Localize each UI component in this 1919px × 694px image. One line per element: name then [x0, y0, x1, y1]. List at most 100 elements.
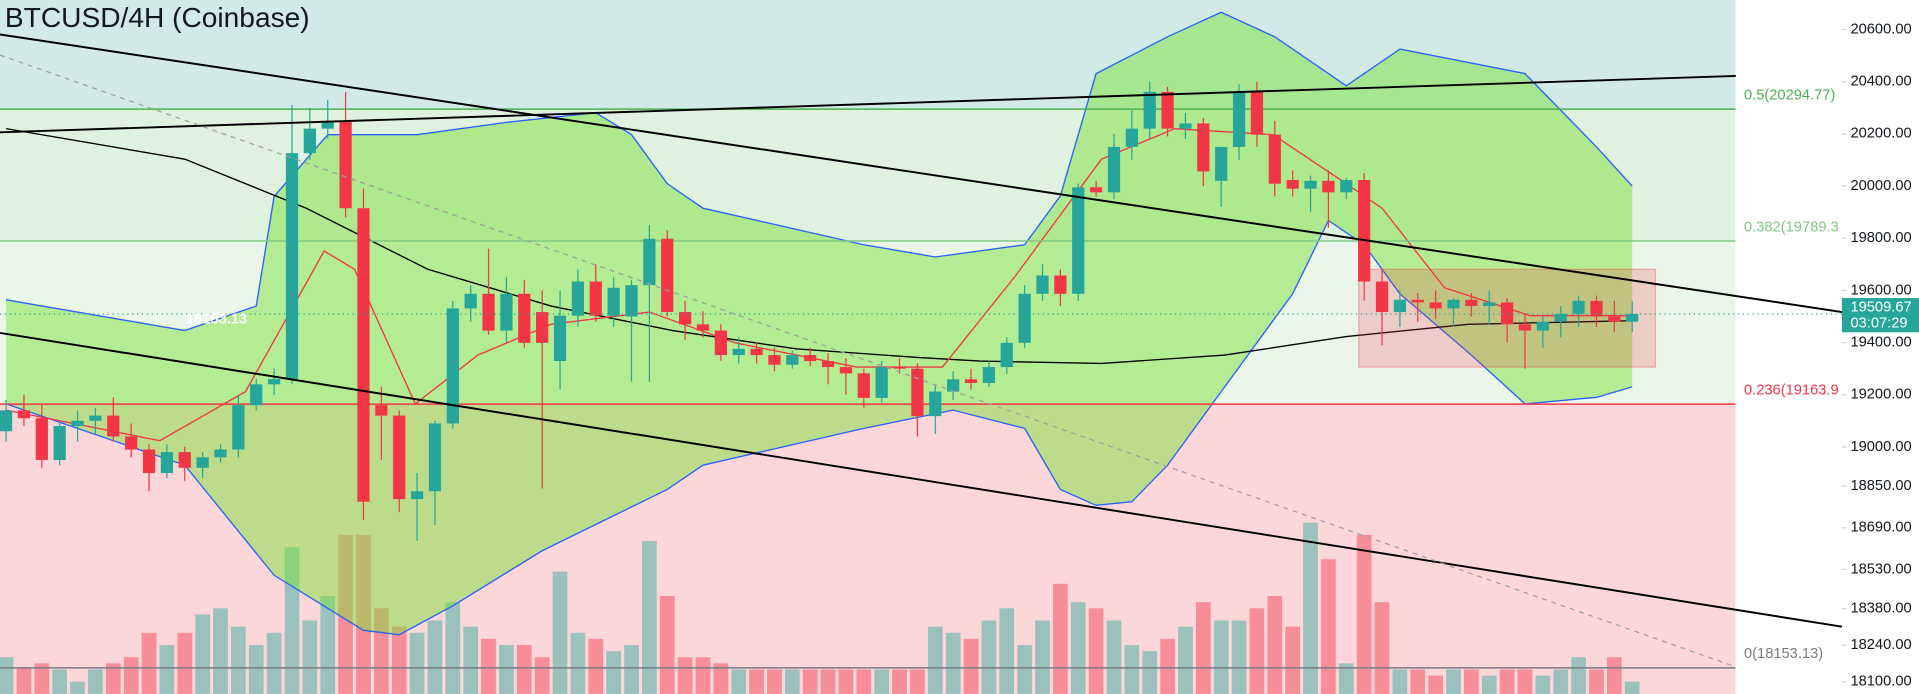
volume-bar	[624, 645, 639, 694]
volume-bar	[499, 645, 514, 694]
candle-body	[678, 312, 692, 325]
fib-label: 0(18153.13)	[1744, 646, 1823, 662]
volume-bar	[713, 663, 729, 694]
candle-body	[929, 391, 942, 417]
candle-body	[446, 308, 459, 424]
candle-body	[750, 348, 763, 356]
volume-bar	[802, 669, 818, 694]
volume-bar	[34, 663, 50, 694]
candle-body	[1125, 128, 1138, 147]
chart-title: BTCUSD/4H (Coinbase)	[5, 2, 310, 33]
volume-bar	[463, 626, 479, 694]
candle-body	[1000, 342, 1013, 368]
y-tick-label: 19000.00	[1850, 439, 1911, 455]
volume-bar	[1178, 626, 1193, 694]
volume-bar	[1589, 669, 1604, 694]
candle-body	[518, 293, 531, 343]
candle-body	[1590, 300, 1603, 317]
candle-body	[393, 415, 406, 500]
candle-body	[768, 355, 781, 365]
y-tick-label: 20600.00	[1850, 21, 1911, 37]
volume-bar	[659, 596, 675, 694]
volume-bar	[999, 608, 1015, 694]
candle-body	[428, 423, 442, 492]
volume-bar	[409, 632, 425, 694]
candle-body	[303, 128, 316, 154]
candle-body	[804, 355, 817, 362]
fib-price-label: 18153.13	[186, 311, 247, 327]
volume-bar	[570, 632, 586, 694]
candle-body	[1358, 180, 1371, 282]
volume-bar	[391, 626, 407, 694]
volume-bar	[1481, 675, 1497, 694]
candle-body	[1107, 146, 1121, 193]
y-tick-label: 18380.00	[1850, 601, 1911, 617]
volume-bar	[552, 571, 568, 694]
candle-body	[1483, 302, 1496, 307]
candle-body	[17, 410, 31, 419]
candle-body	[142, 449, 156, 474]
volume-bar	[195, 614, 210, 694]
volume-bar	[52, 669, 68, 694]
candle-body	[1250, 91, 1264, 135]
candle-body	[1608, 316, 1621, 322]
candle-body	[214, 449, 227, 458]
candle-body	[125, 436, 138, 450]
candle-body	[232, 405, 245, 450]
volume-bar	[981, 620, 997, 694]
candle-body	[196, 457, 209, 468]
volume-bar	[1410, 669, 1426, 694]
volume-bar	[731, 669, 747, 694]
candle-body	[732, 348, 745, 356]
volume-bar	[1285, 626, 1301, 694]
volume-bar	[1571, 657, 1586, 694]
volume-bar	[1142, 651, 1158, 694]
candle-body	[911, 368, 924, 417]
candle-body	[982, 367, 996, 384]
volume-bar	[302, 620, 318, 694]
candle-body	[464, 293, 477, 309]
fib-label: 0.5(20294.77)	[1744, 88, 1835, 104]
volume-bar	[105, 663, 121, 694]
candle-body	[947, 379, 960, 392]
volume-bar	[606, 651, 621, 694]
candle-body	[0, 410, 13, 432]
y-tick-label: 18240.00	[1850, 637, 1911, 653]
candle-body	[786, 355, 799, 365]
candle-body	[1089, 187, 1103, 193]
volume-bar	[1321, 559, 1336, 694]
candle-body	[160, 452, 174, 474]
candle-body	[1161, 91, 1174, 129]
volume-bar	[910, 669, 925, 694]
volume-bar	[588, 638, 604, 694]
candle-body	[1572, 300, 1585, 314]
fib-zone	[0, 667, 1736, 694]
candle-body	[35, 418, 48, 460]
candle-body	[410, 491, 424, 500]
indicator-line	[5, 11, 1633, 332]
volume-bar	[1464, 669, 1479, 694]
candle-body	[1179, 123, 1192, 129]
candle-body	[285, 153, 299, 380]
candle-body	[1072, 187, 1085, 294]
volume-bar	[1606, 657, 1622, 694]
volume-bar	[123, 657, 139, 694]
volume-bar	[838, 669, 854, 694]
y-tick-label: 19800.00	[1850, 230, 1911, 246]
trendline	[0, 33, 1843, 314]
candle-body	[1054, 275, 1067, 294]
candle-body	[821, 361, 835, 368]
volume-bar	[1053, 583, 1068, 694]
y-tick-label: 19400.00	[1850, 334, 1911, 350]
candle-body	[1429, 302, 1442, 309]
volume-bar	[927, 626, 943, 694]
candle-body	[71, 420, 84, 427]
price-tag-value: 19509.67	[1850, 300, 1911, 316]
candle-body	[1536, 321, 1549, 331]
volume-bar	[1499, 669, 1515, 694]
y-tick-label: 18100.00	[1850, 674, 1911, 690]
candle-body	[1143, 91, 1156, 129]
volume-bar	[1035, 620, 1050, 694]
volume-bar	[1213, 620, 1229, 694]
